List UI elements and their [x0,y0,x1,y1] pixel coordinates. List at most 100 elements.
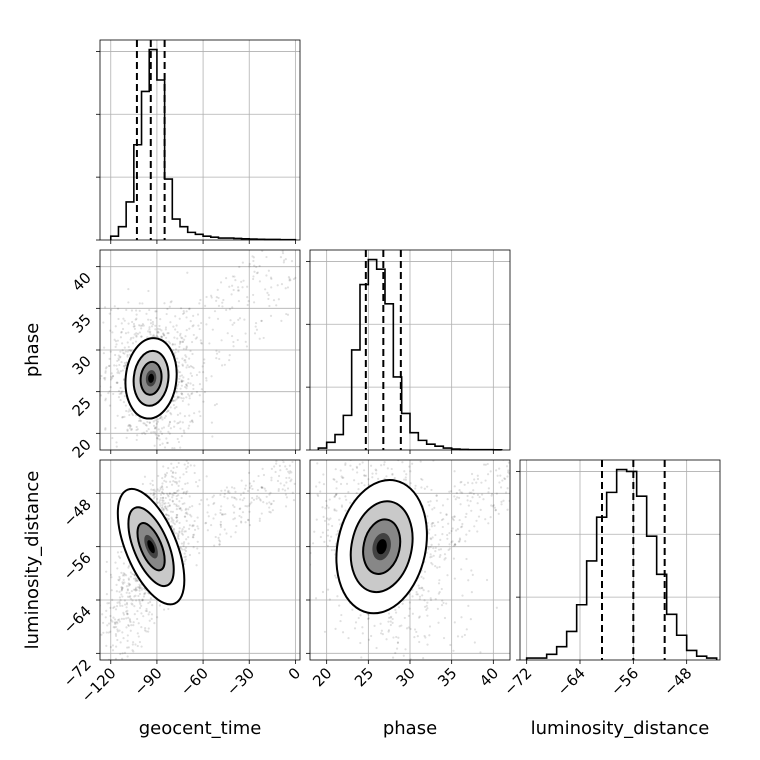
sample-point [128,618,132,621]
sample-point [495,492,498,495]
sample-point [178,480,181,483]
sample-point [122,611,125,614]
sample-point [156,420,160,423]
sample-point [180,392,183,395]
sample-point [263,487,266,490]
sample-point [239,498,242,501]
sample-point [191,524,194,527]
sample-point [170,524,174,528]
sample-point [115,343,118,346]
sample-point [432,554,435,557]
sample-point [129,629,132,632]
sample-point [153,495,156,498]
sample-point [294,276,297,280]
sample-point [100,394,103,397]
sample-point [268,493,271,496]
sample-point [453,515,456,518]
sample-point [455,491,458,495]
sample-point [172,349,175,352]
sample-point [161,506,164,509]
panel-frame [309,249,511,451]
sample-point [191,352,194,356]
sample-point [169,321,172,324]
sample-point [246,505,249,508]
sample-point [121,349,124,352]
sample-point [173,399,177,402]
sample-point [215,402,218,406]
sample-point [131,342,135,345]
sample-point [127,646,130,649]
sample-point [429,598,433,602]
sample-point [183,338,186,341]
panel-frame [309,459,511,661]
sample-point [267,293,270,297]
sample-point [160,506,163,510]
sample-point [243,497,246,500]
sample-point [136,579,139,582]
sample-point [439,538,442,541]
sample-point [171,518,174,521]
sample-point [506,487,509,490]
sample-point [415,593,418,596]
sample-point [122,617,126,620]
y-axis-label-luminosity-distance: luminosity_distance [22,471,43,650]
sample-point [194,337,197,340]
sample-point [261,250,264,252]
sample-point [281,252,285,255]
sample-point [170,520,173,523]
sample-point [169,480,172,483]
sample-point [443,558,446,561]
sample-point [391,473,394,476]
sample-point [275,462,278,465]
sample-point [265,495,268,498]
sample-point [335,509,338,512]
sample-point [188,308,191,311]
sample-point [188,524,192,527]
sample-point [144,591,147,594]
x-axis-label-phase: phase [383,718,437,739]
sample-point [184,335,187,338]
sample-point [186,364,189,367]
sample-point [167,332,170,335]
sample-point [443,616,447,620]
sample-point [482,498,485,501]
sample-point [231,284,234,287]
sample-point [175,532,178,535]
sample-point [113,364,116,367]
sample-point [281,488,284,491]
sample-point [453,495,456,498]
sample-point [145,424,148,427]
sample-point [173,420,176,423]
sample-point [143,422,146,425]
sample-point [244,521,247,524]
sample-point [432,547,435,550]
sample-point [142,422,145,425]
sample-point [173,425,176,428]
sample-point [172,466,175,469]
sample-point [165,513,168,516]
sample-point [257,474,260,478]
sample-point [247,471,251,474]
sample-point [207,504,210,507]
sample-point [184,530,187,533]
sample-point [162,496,165,499]
sample-point [270,277,273,280]
sample-point [394,608,397,611]
sample-point [246,303,249,307]
sample-point [127,410,130,413]
sample-point [326,528,330,532]
sample-point [429,500,432,503]
sample-point [177,535,180,538]
sample-point [260,512,263,515]
sample-point [111,649,115,652]
sample-point [138,592,142,596]
sample-point [135,317,138,320]
sample-point [119,370,123,373]
sample-point [135,425,138,429]
sample-point [257,496,260,499]
sample-point [437,548,441,551]
sample-point [136,586,140,589]
sample-point [380,464,383,467]
sample-point [471,573,474,576]
sample-point [174,491,178,495]
